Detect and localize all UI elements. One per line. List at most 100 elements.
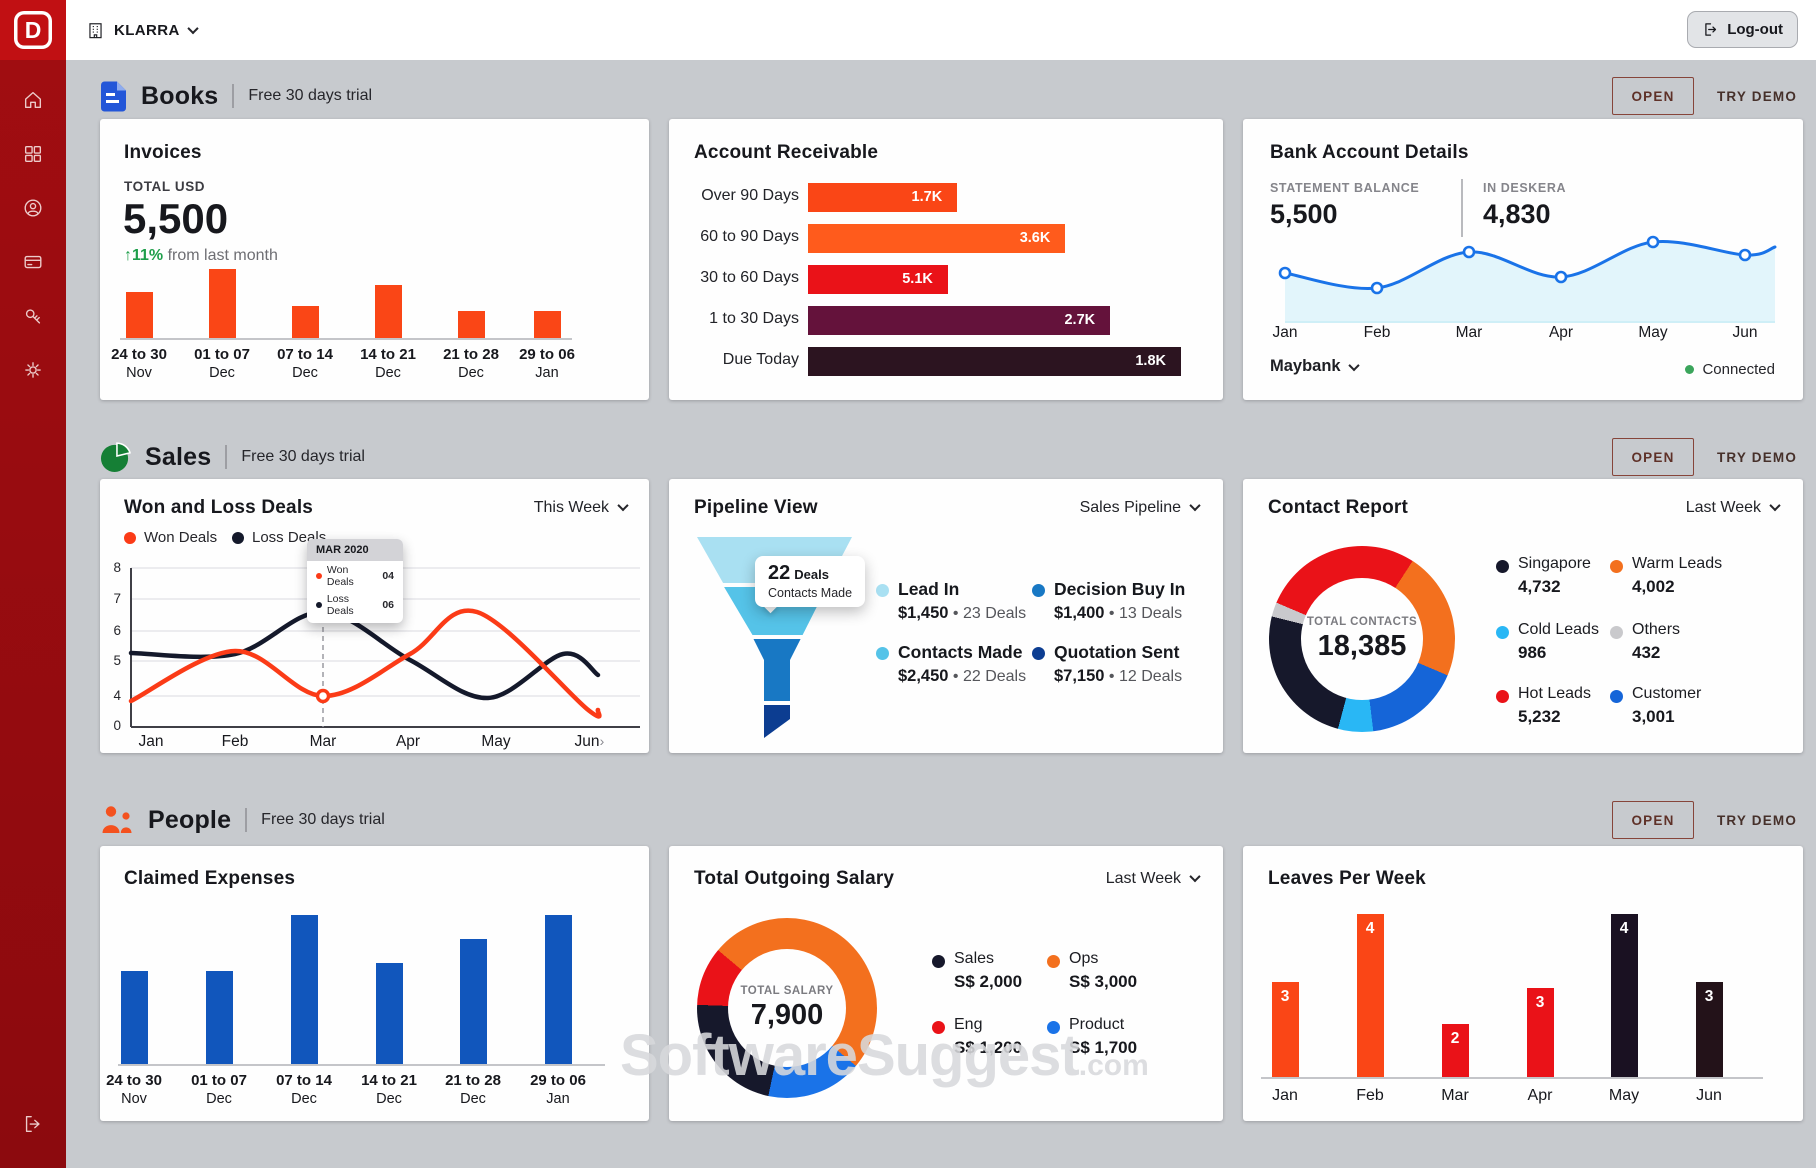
legend-value: S$ 2,000 xyxy=(954,972,1023,991)
bar xyxy=(374,285,402,338)
month-label: Feb xyxy=(221,733,249,750)
next-arrow[interactable]: › xyxy=(599,733,605,749)
legend-dot xyxy=(876,647,889,660)
leaves-card-title: Leaves Per Week xyxy=(1268,868,1426,889)
bar-label: 29 to 06 Jan xyxy=(530,1072,586,1107)
receivable-row-label: Due Today xyxy=(722,351,799,368)
sales-icon xyxy=(100,441,131,472)
bar-label: 07 to 14 Dec xyxy=(276,1072,332,1107)
sidebar-logout-icon[interactable] xyxy=(22,1113,44,1135)
bar: 4 xyxy=(1610,914,1638,1077)
bar-value: 3 xyxy=(1280,988,1290,1005)
logout-button[interactable]: Log-out xyxy=(1687,11,1798,48)
legend-label: Customer xyxy=(1632,685,1702,702)
payments-icon[interactable] xyxy=(22,251,44,273)
bar: 3 xyxy=(1271,982,1299,1077)
legend-item: Lead In $1,450 • 23 Deals xyxy=(876,579,1026,623)
pipeline-dropdown[interactable]: Sales Pipeline xyxy=(1080,499,1201,517)
pipeline-card-title: Pipeline View xyxy=(694,497,818,518)
legend-item: Cold Leads 986 xyxy=(1496,621,1599,663)
topbar: KLARRA Log-out xyxy=(66,0,1816,60)
legend-value: 5,232 xyxy=(1518,707,1561,726)
wonloss-tooltip: MAR 2020 Won Deals 04 Loss Deals 06 xyxy=(307,539,403,623)
legend-dot xyxy=(876,584,889,597)
legend-item: Ops S$ 3,000 xyxy=(1047,950,1137,992)
bar-label: 21 to 28 Dec xyxy=(445,1072,501,1107)
month-label: Mar xyxy=(309,733,337,750)
legend-label: Cold Leads xyxy=(1518,621,1599,638)
outgoing-salary-card: Total Outgoing Salary Last Week TOTAL SA… xyxy=(669,846,1223,1121)
receivable-row-label: 60 to 90 Days xyxy=(700,228,799,245)
invoices-total-value: 5,500 xyxy=(123,195,229,242)
settings-icon[interactable] xyxy=(22,359,44,381)
month-label: Feb xyxy=(1363,324,1391,341)
receivable-bar: 5.1K xyxy=(808,264,948,294)
account-receivable-card: Account Receivable Over 90 Days 1.7K 60 to… xyxy=(669,119,1223,400)
company-name: KLARRA xyxy=(114,21,180,39)
legend-label: Decision Buy In xyxy=(1054,579,1186,599)
pipeline-view-card: Pipeline View Sales Pipeline 22 Deals Con… xyxy=(669,479,1223,753)
bar xyxy=(375,963,403,1064)
key-icon[interactable] xyxy=(22,305,44,327)
x-axis xyxy=(1261,1077,1763,1079)
claimed-expenses-card: Claimed Expenses 24 to 30 Nov 01 to 07 Dec 0… xyxy=(100,846,649,1121)
legend-value: 3,001 xyxy=(1632,707,1675,726)
logout-icon xyxy=(1705,23,1717,36)
bank-card-title: Bank Account Details xyxy=(1270,142,1469,163)
statement-balance-label: STATEMENT BALANCE xyxy=(1270,181,1420,195)
profile-icon[interactable] xyxy=(22,197,44,219)
people-open-button[interactable]: OPEN xyxy=(1612,801,1694,839)
people-trial: Free 30 days trial xyxy=(261,811,385,828)
legend-item: Sales S$ 2,000 xyxy=(932,950,1022,992)
receivable-bar: 1.8K xyxy=(808,346,1181,376)
contacts-range-dropdown[interactable]: Last Week xyxy=(1686,499,1781,517)
bar xyxy=(533,311,561,338)
bar xyxy=(208,269,236,338)
legend-dot xyxy=(316,573,322,579)
status-dot xyxy=(1685,365,1695,374)
invoices-delta: ↑11% from last month xyxy=(124,247,278,264)
month-label: Apr xyxy=(1548,324,1574,341)
building-icon xyxy=(89,22,102,38)
bar-value: 4 xyxy=(1619,920,1629,937)
bar xyxy=(125,292,153,338)
in-deskera-value: 4,830 xyxy=(1483,199,1551,229)
sales-title: Sales xyxy=(145,442,212,471)
expenses-card-title: Claimed Expenses xyxy=(124,868,296,889)
statement-balance-value: 5,500 xyxy=(1270,199,1338,229)
sales-open-button[interactable]: OPEN xyxy=(1612,438,1694,476)
legend-item: Customer 3,001 xyxy=(1610,685,1701,727)
leaves-chart: 3 Jan 4 Feb 2 Mar 3 Apr 4 May 3 Jun xyxy=(1243,846,1803,1121)
y-tick: 4 xyxy=(113,688,121,703)
bar xyxy=(290,915,318,1064)
people-section-header: People Free 30 days trial OPEN TRY DEMO xyxy=(100,800,1803,840)
total-salary-value: 7,900 xyxy=(750,998,824,1031)
salary-range-dropdown[interactable]: Last Week xyxy=(1106,870,1201,888)
legend-label: Eng xyxy=(954,1016,983,1033)
bar-label: 24 to 30 Nov xyxy=(106,1072,162,1107)
bank-selector[interactable]: Maybank xyxy=(1270,357,1360,376)
sales-try-demo-button[interactable]: TRY DEMO xyxy=(1716,449,1798,465)
books-try-demo-button[interactable]: TRY DEMO xyxy=(1716,88,1798,104)
x-axis xyxy=(120,338,572,340)
people-try-demo-button[interactable]: TRY DEMO xyxy=(1716,812,1798,828)
company-selector[interactable]: KLARRA xyxy=(86,0,199,60)
books-open-button[interactable]: OPEN xyxy=(1612,77,1694,115)
legend-item: Product S$ 1,700 xyxy=(1047,1016,1137,1058)
bar xyxy=(120,971,148,1064)
legend-label: Hot Leads xyxy=(1518,685,1591,702)
books-section-header: Books Free 30 days trial OPEN TRY DEMO xyxy=(100,76,1803,116)
legend-value: 986 xyxy=(1518,643,1547,662)
wonloss-range-dropdown[interactable]: This Week xyxy=(534,499,629,517)
y-tick: 0 xyxy=(113,718,121,733)
legend-dot xyxy=(1496,690,1509,703)
bar: 3 xyxy=(1695,982,1723,1077)
pipeline-legend: Lead In $1,450 • 23 Deals Contacts Made $2,… xyxy=(669,479,1223,753)
connection-status: Connected xyxy=(1685,361,1775,378)
legend-label: Singapore xyxy=(1518,555,1591,572)
dashboard-icon[interactable] xyxy=(22,143,44,165)
invoices-total-label: TOTAL USD xyxy=(124,179,206,194)
bar xyxy=(459,939,487,1064)
home-icon[interactable] xyxy=(22,89,44,111)
legend-label: Others xyxy=(1632,621,1681,638)
